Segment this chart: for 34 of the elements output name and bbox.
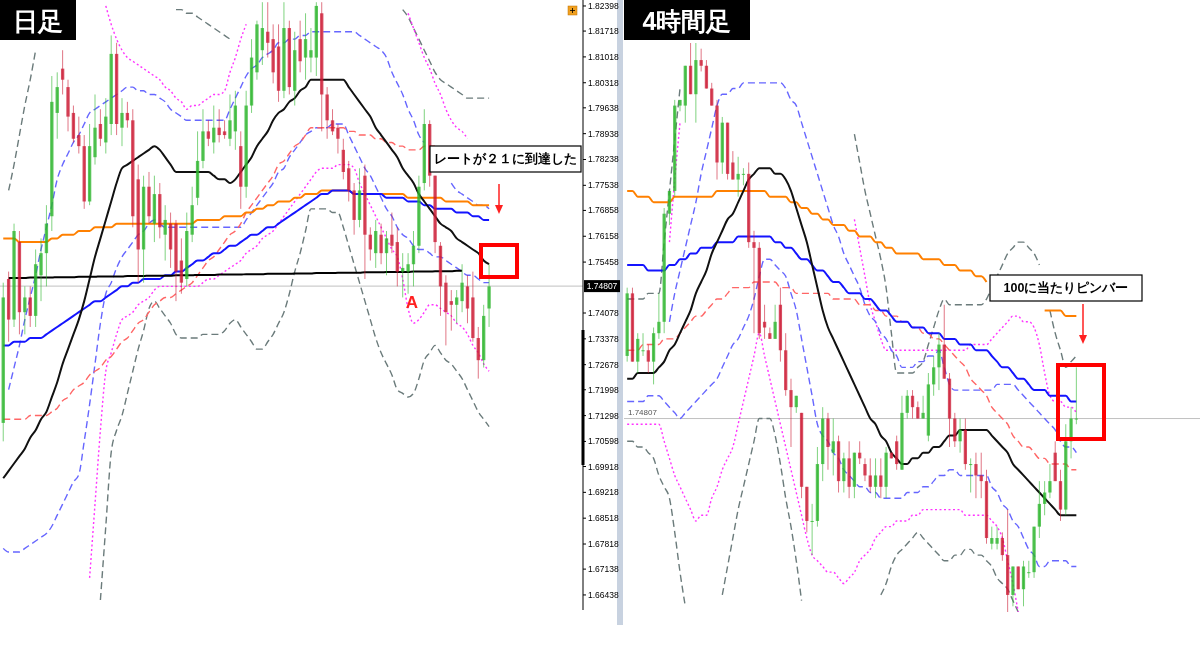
annotation: レートが２１に到達した: [434, 152, 577, 166]
annotation: 1.74807: [628, 407, 658, 417]
y-tick-label: 1.73378: [588, 333, 619, 344]
y-tick-label: 1.76158: [588, 231, 619, 242]
annotation: A: [405, 293, 419, 313]
y-tick-label: 1.81018: [588, 51, 619, 62]
y-tick-label: 1.70598: [588, 436, 619, 447]
y-tick-label: 1.71298: [588, 410, 619, 421]
candlestick: [1027, 560, 1031, 579]
candlestick: [741, 167, 746, 186]
chart-title: 4時間足: [642, 7, 732, 35]
y-tick-label: 1.75458: [588, 257, 619, 268]
y-tick-label: 1.71998: [588, 384, 619, 395]
y-tick-label: 1.66438: [588, 589, 619, 600]
line-series: [99, 208, 490, 601]
annotation: 100に当たりピンバー: [1003, 281, 1129, 295]
ref-line-label: 1.74807: [586, 281, 618, 292]
y-tick-label: 1.79638: [588, 102, 619, 113]
y-tick-label: 1.69918: [588, 461, 619, 472]
y-tick-label: 1.78938: [588, 128, 619, 139]
y-tick-label: 1.81718: [588, 26, 619, 37]
chart-title: 日足: [13, 7, 63, 35]
y-tick-label: 1.82398: [588, 0, 619, 11]
y-tick-label: 1.69218: [588, 487, 619, 498]
y-tick-label: 1.74078: [588, 308, 619, 319]
y-tick-label: 1.67138: [588, 564, 619, 575]
y-tick-label: 1.67818: [588, 539, 619, 550]
y-tick-label: 1.78238: [588, 154, 619, 165]
y-tick-label: 1.72678: [588, 359, 619, 370]
y-tick-label: 1.68518: [588, 513, 619, 524]
y-tick-label: 1.77538: [588, 180, 619, 191]
y-tick-label: 1.76858: [588, 205, 619, 216]
candlestick: [678, 99, 682, 112]
y-tick-label: 1.80318: [588, 77, 619, 88]
